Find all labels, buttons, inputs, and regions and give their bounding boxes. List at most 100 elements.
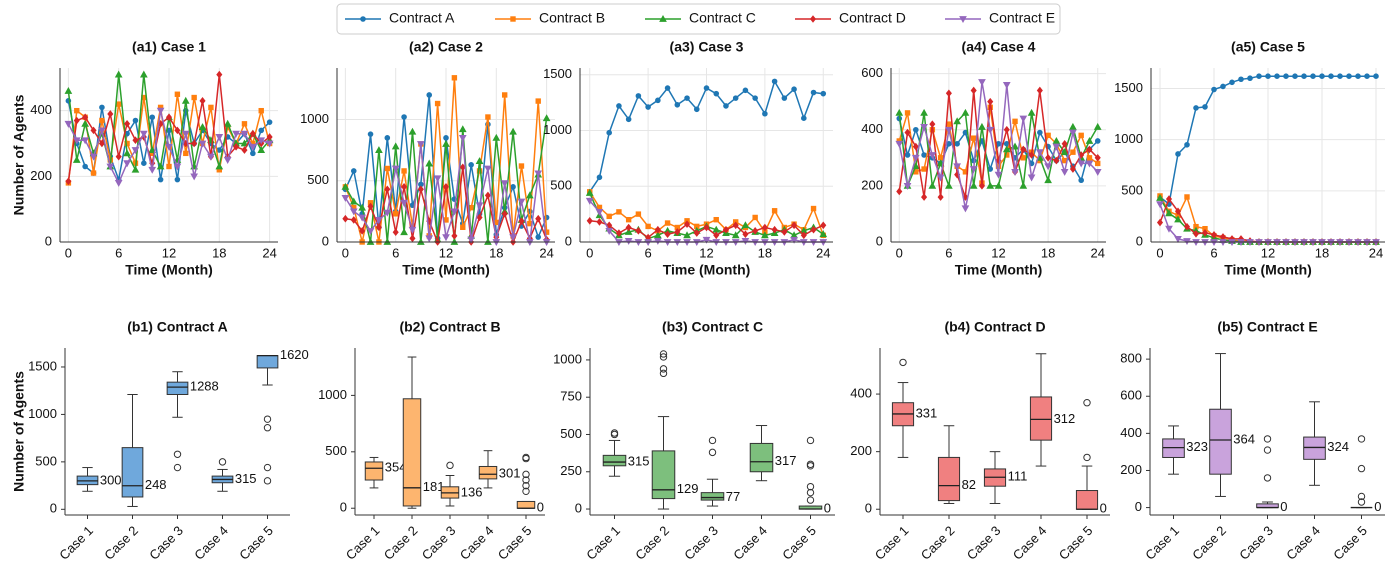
marker bbox=[265, 140, 274, 148]
marker bbox=[433, 175, 442, 183]
marker bbox=[392, 228, 399, 236]
y-tick-label: 1000 bbox=[28, 406, 57, 421]
outlier bbox=[1357, 464, 1366, 473]
marker bbox=[1002, 145, 1011, 153]
marker bbox=[174, 91, 181, 97]
box bbox=[166, 381, 189, 395]
marker bbox=[434, 100, 441, 107]
marker bbox=[64, 86, 73, 94]
marker bbox=[401, 114, 407, 120]
median-label: 317 bbox=[775, 453, 797, 468]
x-axis-label: Time (Month) bbox=[125, 262, 213, 278]
y-tick-label: 250 bbox=[560, 463, 582, 478]
x-tick-label: 0 bbox=[342, 245, 349, 260]
outlier bbox=[522, 453, 530, 462]
y-tick-label: 1000 bbox=[553, 351, 582, 366]
marker bbox=[994, 171, 1003, 179]
x-tick-label: Case 4 bbox=[457, 523, 497, 563]
marker bbox=[501, 210, 508, 218]
x-tick-label: Case 2 bbox=[101, 523, 141, 563]
marker bbox=[722, 225, 730, 234]
marker bbox=[1078, 132, 1084, 139]
marker bbox=[1174, 215, 1182, 223]
marker bbox=[342, 214, 349, 223]
marker bbox=[191, 94, 197, 101]
marker bbox=[124, 140, 130, 147]
marker bbox=[1027, 108, 1036, 116]
marker bbox=[451, 232, 458, 240]
outlier bbox=[522, 476, 530, 484]
marker bbox=[139, 130, 148, 138]
marker bbox=[198, 123, 207, 130]
marker bbox=[191, 139, 198, 148]
legend-marker bbox=[360, 16, 366, 22]
marker bbox=[114, 70, 123, 78]
marker bbox=[223, 119, 232, 127]
marker bbox=[771, 225, 778, 234]
marker bbox=[810, 89, 817, 96]
marker bbox=[978, 122, 986, 130]
marker bbox=[1364, 73, 1370, 79]
x-tick-label: 12 bbox=[439, 245, 453, 260]
marker bbox=[216, 70, 223, 79]
outlier bbox=[806, 460, 815, 469]
marker bbox=[1011, 142, 1019, 150]
marker bbox=[635, 211, 642, 217]
x-axis-label: Time (Month) bbox=[663, 262, 751, 278]
marker bbox=[895, 108, 904, 116]
marker bbox=[349, 197, 358, 205]
outlier bbox=[1357, 492, 1366, 501]
marker bbox=[1060, 148, 1069, 156]
marker bbox=[467, 236, 476, 244]
box bbox=[749, 442, 774, 473]
marker bbox=[1019, 115, 1028, 123]
outlier bbox=[1263, 435, 1272, 443]
marker bbox=[664, 220, 671, 226]
marker bbox=[693, 106, 700, 113]
marker bbox=[1265, 73, 1271, 79]
marker bbox=[174, 126, 181, 135]
marker bbox=[790, 236, 798, 244]
marker bbox=[936, 174, 945, 182]
x-tick-label: Case 3 bbox=[964, 523, 1004, 563]
legend-label: Contract A bbox=[389, 10, 455, 26]
marker bbox=[1373, 73, 1379, 79]
box bbox=[937, 456, 961, 502]
marker bbox=[1078, 177, 1084, 184]
median-label: 248 bbox=[145, 477, 167, 492]
x-tick-label: 18 bbox=[1041, 245, 1055, 260]
median-label: 1620 bbox=[280, 347, 309, 362]
marker bbox=[510, 184, 516, 190]
marker bbox=[820, 90, 827, 97]
median-label: 364 bbox=[1233, 431, 1255, 446]
marker bbox=[970, 86, 977, 95]
marker bbox=[375, 217, 383, 224]
marker bbox=[417, 185, 424, 194]
marker bbox=[683, 231, 691, 239]
marker bbox=[1319, 73, 1325, 79]
marker bbox=[741, 237, 750, 245]
marker bbox=[358, 214, 367, 222]
marker bbox=[98, 127, 106, 135]
marker bbox=[937, 155, 944, 161]
marker bbox=[1355, 73, 1361, 79]
marker bbox=[183, 150, 189, 157]
marker bbox=[240, 139, 249, 147]
marker bbox=[115, 152, 122, 161]
outlier bbox=[659, 365, 668, 373]
marker bbox=[249, 129, 256, 138]
marker bbox=[181, 130, 190, 138]
legend-label: Contract D bbox=[839, 10, 906, 26]
legend-box bbox=[336, 3, 1061, 35]
y-tick-label: 400 bbox=[861, 121, 883, 136]
outlier bbox=[610, 430, 619, 439]
y-tick-label: 200 bbox=[30, 168, 52, 183]
marker bbox=[624, 237, 633, 245]
marker bbox=[605, 227, 614, 235]
x-axis-label: Time (Month) bbox=[955, 262, 1043, 278]
x-tick-label: Case 4 bbox=[1283, 523, 1323, 563]
outlier bbox=[659, 369, 668, 378]
y-tick-label: 1000 bbox=[318, 387, 347, 402]
x-tick-label: 12 bbox=[1261, 245, 1275, 260]
marker bbox=[81, 119, 90, 127]
